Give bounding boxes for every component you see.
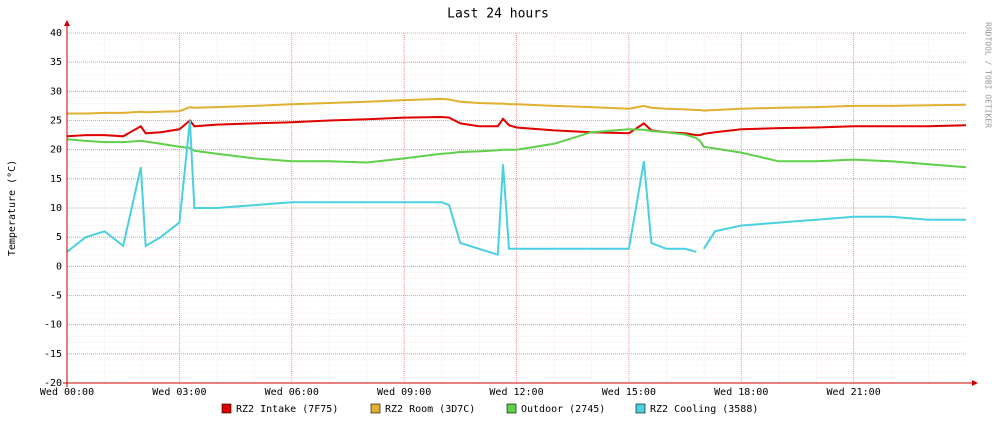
y-tick-label: -5 — [50, 291, 62, 302]
x-tick-label: Wed 03:00 — [152, 387, 206, 398]
legend-swatch — [370, 403, 381, 414]
y-tick-label: -15 — [44, 349, 62, 360]
x-tick-label: Wed 18:00 — [714, 387, 768, 398]
legend-swatch — [221, 403, 232, 414]
legend-label: Outdoor (2745) — [521, 404, 605, 415]
x-tick-label: Wed 12:00 — [489, 387, 543, 398]
side-label: RRDTOOL / TOBI OETIKER — [984, 22, 993, 128]
y-tick-label: 15 — [50, 174, 62, 185]
legend-label: RZ2 Cooling (3588) — [650, 404, 758, 415]
x-tick-label: Wed 09:00 — [377, 387, 431, 398]
series-line — [66, 128, 967, 169]
y-tick-label: 10 — [50, 203, 62, 214]
series-line — [66, 115, 967, 138]
y-axis-label: Temperature (°C) — [7, 160, 18, 256]
y-tick-label: 40 — [50, 28, 62, 39]
y-tick-label: 5 — [56, 232, 62, 243]
legend-label: RZ2 Room (3D7C) — [385, 404, 475, 415]
x-tick-label: Wed 06:00 — [265, 387, 319, 398]
lines — [66, 97, 967, 257]
y-tick-label: 30 — [50, 86, 62, 97]
x-tick-label: Wed 21:00 — [827, 387, 881, 398]
legend: RZ2 Intake (7F75) RZ2 Room (3D7C) Outdoor … — [221, 403, 758, 415]
y-tick-label: 0 — [56, 261, 62, 272]
legend-swatch — [635, 403, 646, 414]
legend-swatch — [506, 403, 517, 414]
y-tick-label: -10 — [44, 320, 62, 331]
y-tick-label: 20 — [50, 145, 62, 156]
x-tick-label: Wed 00:00 — [40, 387, 94, 398]
y-tick-label: 25 — [50, 116, 62, 127]
axes — [63, 20, 978, 387]
y-tick-label: -20 — [44, 378, 62, 389]
y-tick-label: 35 — [50, 57, 62, 68]
series-line — [66, 120, 966, 257]
series-line — [67, 97, 967, 115]
chart-title: Last 24 hours — [447, 7, 549, 22]
legend-label: RZ2 Intake (7F75) — [236, 404, 338, 415]
x-tick-label: Wed 15:00 — [602, 387, 656, 398]
x-arrow — [972, 380, 978, 386]
y-arrow — [64, 20, 70, 26]
